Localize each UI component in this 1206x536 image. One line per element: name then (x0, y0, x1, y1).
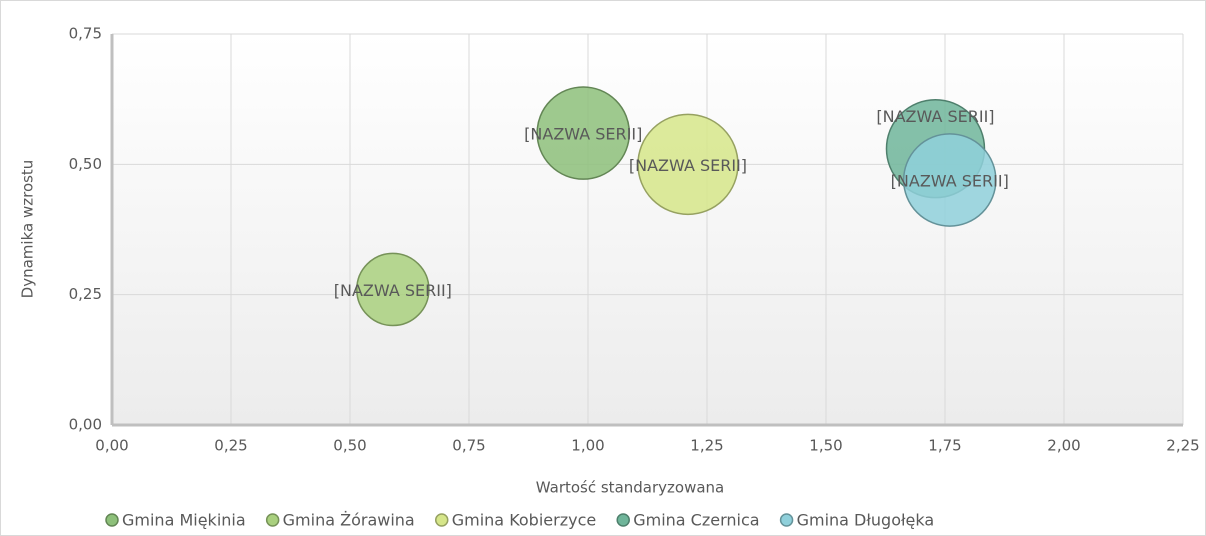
legend-marker (616, 513, 630, 527)
y-tick-label: 0,50 (69, 155, 102, 173)
x-tick-label: 0,50 (333, 437, 366, 455)
bubble (536, 86, 631, 180)
x-tick-label: 2,00 (1047, 437, 1080, 455)
legend-marker (265, 513, 280, 527)
y-tick-label: 0,00 (69, 416, 102, 434)
y-tick-label: 0,75 (69, 25, 102, 43)
data-label: [NAZWA SERII] (334, 281, 452, 300)
x-tick-label: 0,75 (452, 437, 485, 455)
y-tick-label: 0,25 (69, 285, 102, 303)
legend-label: Gmina Miękinia (122, 511, 246, 530)
data-label: [NAZWA SERII] (876, 107, 994, 126)
bubble (637, 113, 739, 216)
x-tick-label: 0,25 (214, 437, 247, 455)
data-label: [NAZWA SERII] (891, 171, 1009, 190)
legend-label: Gmina Czernica (633, 511, 759, 530)
legend-label: Gmina Żórawina (283, 511, 415, 530)
x-tick-label: 1,25 (690, 437, 723, 455)
legend-label: Gmina Długołęka (797, 511, 935, 530)
x-tick-label: 1,75 (928, 437, 961, 455)
bubble (902, 133, 997, 227)
data-label: [NAZWA SERII] (524, 125, 642, 144)
legend-marker (434, 513, 449, 527)
data-label: [NAZWA SERII] (629, 156, 747, 175)
x-tick-label: 1,50 (809, 437, 842, 455)
x-axis-label: Wartość standaryzowana (536, 479, 724, 497)
y-axis-label: Dynamika wzrostu (19, 160, 37, 299)
x-tick-label: 0,00 (95, 437, 128, 455)
x-tick-label: 2,25 (1166, 437, 1199, 455)
bubble (356, 252, 430, 327)
x-tick-label: 1,00 (571, 437, 604, 455)
legend-marker (105, 513, 119, 527)
legend-label: Gmina Kobierzyce (452, 511, 596, 530)
plot-area (112, 34, 1183, 425)
legend-marker (779, 513, 794, 527)
